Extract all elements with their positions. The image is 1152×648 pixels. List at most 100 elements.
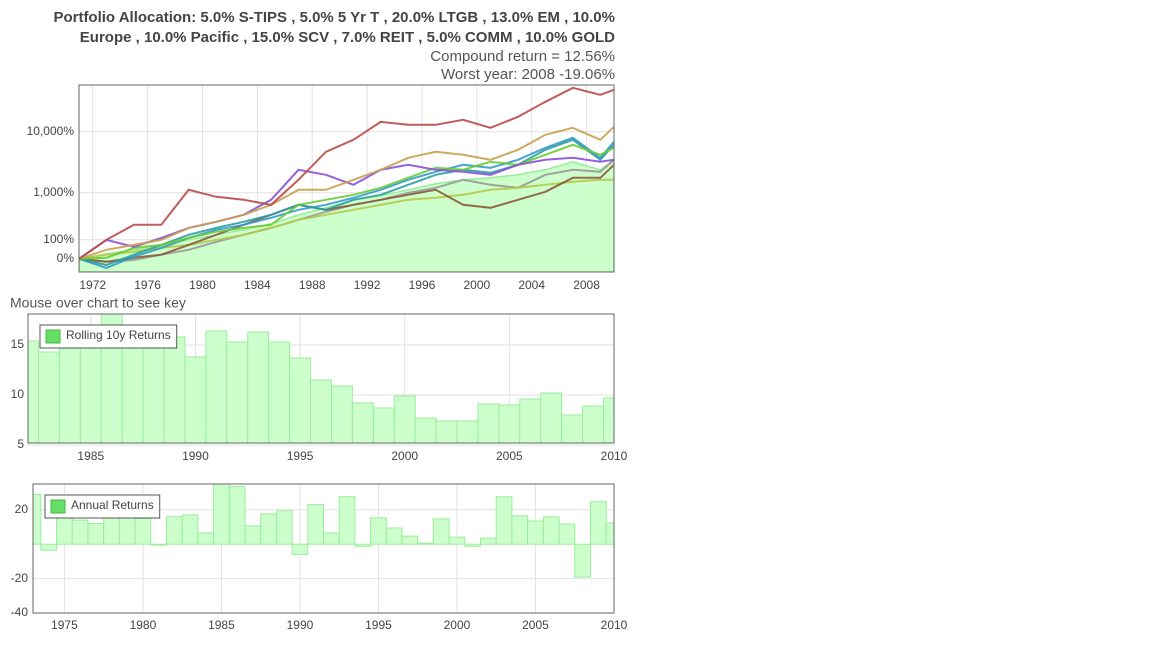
x-tick-label: 1985 xyxy=(208,618,235,632)
bar xyxy=(385,527,403,545)
plot-frame xyxy=(27,313,615,444)
area xyxy=(79,158,614,272)
subtitle-line: Worst year: 2008 -19.06% xyxy=(441,66,615,83)
x-tick-label: 1995 xyxy=(287,449,314,463)
bar xyxy=(414,417,437,443)
bar xyxy=(40,543,58,551)
bar xyxy=(58,344,81,443)
bar xyxy=(456,420,479,443)
line xyxy=(79,126,614,260)
y-tick-label: 10,000% xyxy=(27,124,75,138)
plot-frame xyxy=(32,483,615,614)
bar xyxy=(435,420,458,443)
bar xyxy=(393,395,416,443)
x-tick-label: 2000 xyxy=(444,618,471,632)
bar xyxy=(527,520,544,545)
y-tick-label: 5 xyxy=(17,437,24,451)
x-tick-label: 1988 xyxy=(299,278,326,292)
bar xyxy=(323,532,340,545)
bar xyxy=(226,341,249,443)
line xyxy=(79,136,614,269)
bar xyxy=(448,536,466,545)
bar xyxy=(477,403,500,443)
annotation: Mouse over chart to see key xyxy=(10,295,186,311)
bar xyxy=(289,357,312,443)
bar xyxy=(542,516,560,545)
x-tick-label: 2005 xyxy=(496,449,523,463)
x-tick-label: 1992 xyxy=(354,278,381,292)
bar xyxy=(260,513,277,545)
x-tick-label: 1975 xyxy=(51,618,78,632)
bar xyxy=(165,516,183,545)
plot-area xyxy=(33,484,614,578)
bar xyxy=(370,517,387,545)
y-tick-label: 1,000% xyxy=(33,185,74,199)
x-tick-label: 1972 xyxy=(79,278,106,292)
bar xyxy=(589,501,607,545)
x-tick-label: 1995 xyxy=(365,618,392,632)
bar xyxy=(213,484,230,545)
legend-swatch xyxy=(50,499,66,514)
bar xyxy=(558,523,576,545)
line xyxy=(79,164,614,263)
bar xyxy=(498,404,521,443)
x-tick-label: 2004 xyxy=(518,278,545,292)
x-tick-label: 1985 xyxy=(77,449,104,463)
plot-area xyxy=(28,314,614,443)
line xyxy=(79,178,614,260)
bar xyxy=(244,525,262,545)
y-tick-label: 0% xyxy=(57,251,75,265)
bar xyxy=(464,543,482,547)
bar xyxy=(480,537,497,545)
bar xyxy=(163,336,186,443)
bar xyxy=(37,351,60,443)
bar xyxy=(417,542,434,545)
y-tick-label: 10 xyxy=(11,387,25,401)
x-tick-label: 1996 xyxy=(409,278,436,292)
legend-swatch xyxy=(45,329,61,344)
bar xyxy=(150,543,167,546)
x-tick-label: 2005 xyxy=(522,618,549,632)
bar xyxy=(574,543,591,578)
line xyxy=(79,86,614,260)
x-tick-label: 1990 xyxy=(182,449,209,463)
plot-frame xyxy=(78,84,615,273)
bar xyxy=(181,514,199,545)
bar xyxy=(134,517,152,545)
bar xyxy=(197,532,215,545)
bar xyxy=(330,385,353,443)
bar xyxy=(519,398,542,443)
bar xyxy=(291,543,309,555)
bar xyxy=(205,330,228,443)
bar xyxy=(351,402,374,443)
bar xyxy=(268,341,291,443)
x-tick-label: 1976 xyxy=(134,278,161,292)
bar xyxy=(79,332,102,443)
bar xyxy=(561,414,584,443)
x-tick-label: 1984 xyxy=(244,278,271,292)
x-tick-label: 1990 xyxy=(287,618,314,632)
bar xyxy=(432,518,450,545)
bar xyxy=(71,519,89,545)
x-tick-label: 2000 xyxy=(463,278,490,292)
bar xyxy=(540,392,563,443)
x-tick-label: 1980 xyxy=(189,278,216,292)
bar xyxy=(338,496,356,545)
line xyxy=(79,138,614,267)
y-tick-label: -20 xyxy=(11,571,29,585)
bar xyxy=(275,510,293,545)
y-tick-label: -40 xyxy=(11,605,29,619)
bar xyxy=(228,486,246,545)
line xyxy=(79,143,614,260)
bar xyxy=(372,407,395,443)
x-tick-label: 1980 xyxy=(130,618,157,632)
bar xyxy=(511,515,529,545)
bar xyxy=(87,523,105,545)
legend-box xyxy=(44,494,161,519)
bar xyxy=(582,405,605,443)
legend-label: Rolling 10y Returns xyxy=(66,328,171,342)
subtitle-line: Compound return = 12.56% xyxy=(430,48,615,65)
x-tick-label: 2008 xyxy=(573,278,600,292)
bar xyxy=(184,356,207,443)
bar xyxy=(495,496,513,545)
